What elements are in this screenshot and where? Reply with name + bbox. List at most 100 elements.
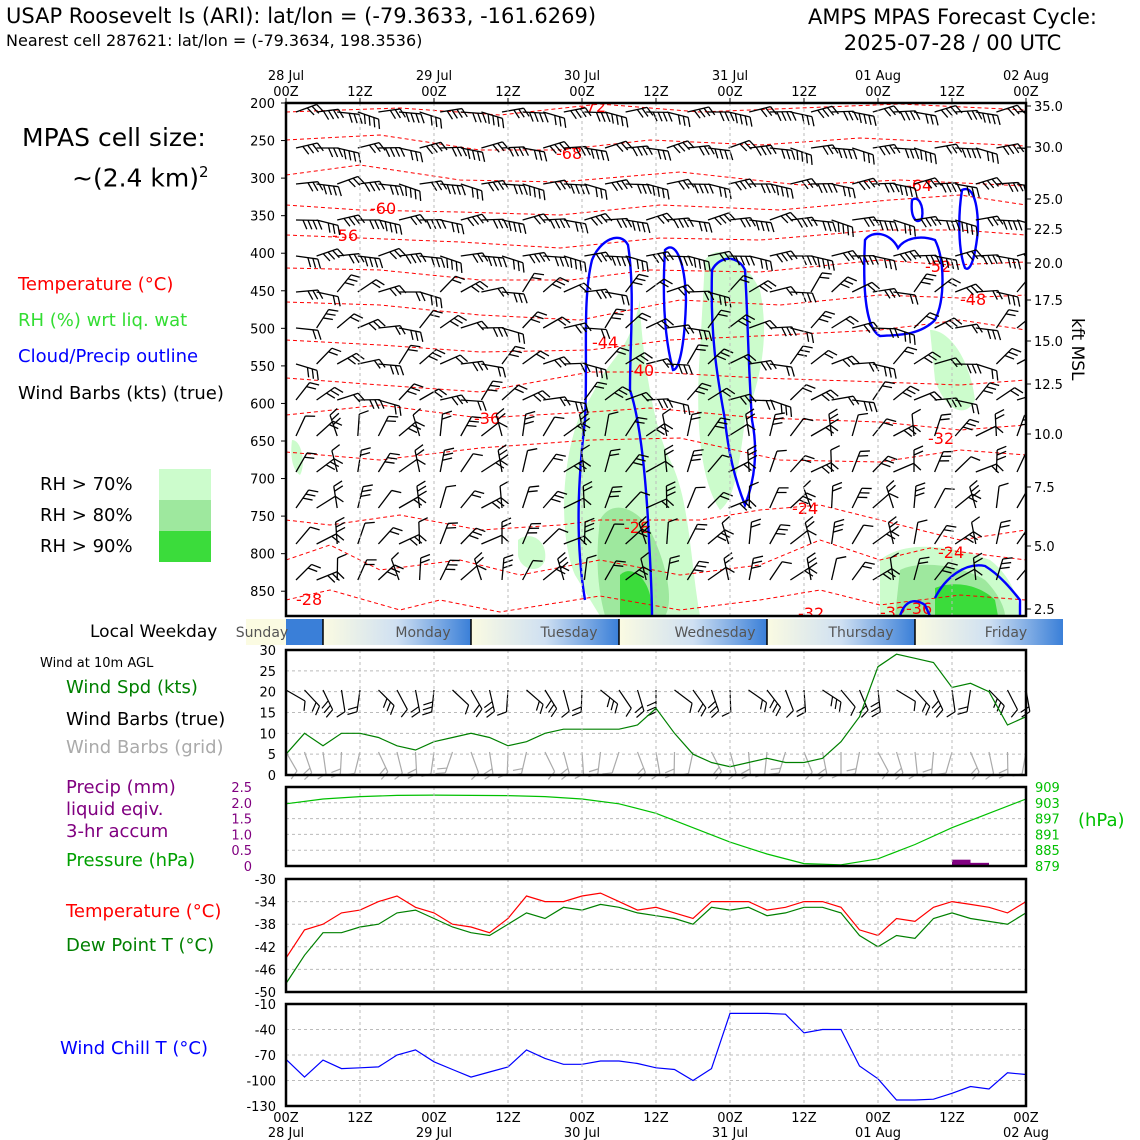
barb-feather [914,294,919,305]
barb-feather [765,260,769,270]
barb-shaft [396,689,408,710]
barb-shaft [893,425,914,437]
barb-shaft [636,689,645,712]
temperature-contour-10 [286,437,1026,463]
barb-shaft [497,450,503,473]
barb-feather [398,248,407,257]
wind-barb [604,411,619,437]
barb-shaft [481,286,504,293]
barb-feather [749,256,756,266]
barb-feather [456,108,463,118]
barb-feather [605,329,611,340]
wind-barb [460,564,487,581]
barb-shaft [745,414,750,437]
wind-barb [995,557,1013,581]
wind-barb [934,487,955,509]
barb-shaft [851,487,863,509]
barb-feather [476,151,481,161]
barb-shaft [995,347,1013,365]
barb-feather [371,281,381,289]
barb-feather [642,566,653,573]
barb-feather [307,257,312,268]
barb-feather [904,111,911,121]
barb-feather [611,256,617,266]
barb-feather [386,701,392,712]
barb-feather [527,532,538,534]
barb-feather [386,420,396,423]
barb-feather [394,404,397,415]
wind-barb [295,382,320,401]
barb-feather [945,398,952,408]
barb-feather [311,702,317,712]
barb-feather [474,552,483,560]
barb-feather [930,114,934,125]
barb-feather [557,490,568,495]
barb-feather [328,308,339,312]
barb-shaft [769,250,792,257]
barb-feather [542,190,546,201]
barb-shaft [430,751,435,774]
barb-shaft [501,107,524,113]
barb-feather [302,497,313,501]
barb-feather [487,182,495,192]
barb-shaft [955,183,977,189]
barb-shaft [625,274,640,293]
barb-shaft [707,417,722,437]
barb-feather [745,408,755,415]
barb-shaft [872,143,895,149]
barb-feather [497,257,503,268]
barb-shaft [748,319,771,329]
barb-shaft [996,181,1019,185]
barb-shaft [584,251,607,257]
barb-feather [533,314,544,320]
wind-barb [954,568,983,581]
barb-feather [746,413,756,420]
barb-feather [992,216,999,226]
barb-shaft [955,399,977,406]
barb-shaft [377,564,395,581]
wind-barb [412,408,422,437]
legend-rh80: RH > 80% [40,505,133,526]
barb-shaft [934,397,957,401]
barb-feather [411,711,421,718]
barb-shaft [934,488,946,509]
weekday-band-lead [246,619,286,645]
temp-tick-label: -30 [255,873,276,888]
barb-feather [579,323,587,333]
wind-barb-true [748,689,768,713]
barb-feather [1022,418,1026,421]
barb-feather [316,104,324,113]
barb-feather [499,459,509,466]
barb-feather [377,119,381,130]
barb-feather [749,481,759,487]
barb-feather [582,480,593,487]
barb-feather [976,187,980,198]
wind-barb [440,394,469,406]
barb-feather [344,282,355,286]
barb-feather [306,107,315,116]
barb-shaft [354,751,361,774]
barb-feather [703,107,711,117]
barb-feather [825,391,835,399]
barb-feather [893,368,897,379]
barb-feather [558,556,568,565]
barb-feather [357,176,366,185]
barb-feather [822,221,827,231]
barb-feather [973,557,983,564]
barb-shaft [542,565,561,581]
barb-feather [415,291,421,302]
barb-shaft [1016,392,1026,401]
wind-tick-label: 15 [259,707,276,722]
barb-shaft [748,558,755,581]
pressure-tick-label: 400 [250,247,275,262]
barb-feather [348,179,356,188]
barb-feather [662,112,668,122]
barb-feather [563,117,567,128]
barb-feather [535,700,540,711]
barb-feather [780,215,789,224]
wind-barb [460,416,482,437]
barb-feather [921,702,927,712]
barb-feather [377,318,386,327]
barb-feather [976,148,982,159]
barb-feather [321,700,329,709]
